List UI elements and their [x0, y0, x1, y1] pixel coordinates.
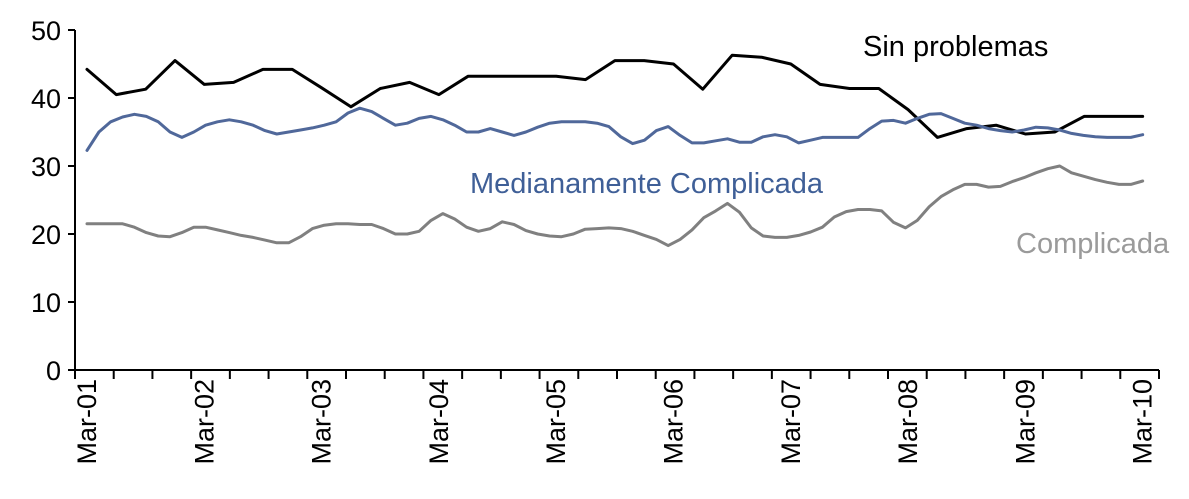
x-tick-label: Mar-10 — [1128, 379, 1158, 465]
series-line-sin-problemas — [85, 53, 1145, 139]
x-tick-label: Mar-03 — [307, 379, 337, 465]
x-tick-label: Mar-09 — [1010, 379, 1040, 465]
x-tick-label: Mar-07 — [776, 379, 806, 465]
y-tick-label: 30 — [31, 152, 61, 182]
y-tick-label: 0 — [46, 356, 61, 386]
y-tick-label: 50 — [31, 16, 61, 46]
series-labels: Sin problemas Medianamente Complicada Co… — [470, 31, 1170, 260]
y-tick-label: 20 — [31, 220, 61, 250]
x-tick-label: Mar-01 — [72, 379, 102, 465]
x-tick-label: Mar-02 — [189, 379, 219, 465]
y-tick-label: 10 — [31, 288, 61, 318]
series-label-medianamente-complicada: Medianamente Complicada — [470, 168, 824, 200]
x-tick-label: Mar-06 — [659, 379, 689, 465]
x-tick-label: Mar-04 — [424, 379, 454, 465]
series-label-sin-problemas: Sin problemas — [863, 31, 1048, 63]
series-lines — [85, 53, 1145, 248]
series-line-complicada — [85, 164, 1145, 248]
x-tick-label: Mar-08 — [893, 379, 923, 465]
y-tick-label: 40 — [31, 84, 61, 114]
series-label-complicada: Complicada — [1016, 228, 1170, 260]
x-axis: Mar-01 Mar-02 Mar-03 Mar-04 Mar-05 Mar-06 Mar-… — [72, 369, 1160, 465]
series-line-medianamente-complicada — [85, 106, 1145, 152]
y-axis: 0 10 20 30 40 50 — [31, 16, 76, 386]
x-tick-label: Mar-05 — [541, 379, 571, 465]
